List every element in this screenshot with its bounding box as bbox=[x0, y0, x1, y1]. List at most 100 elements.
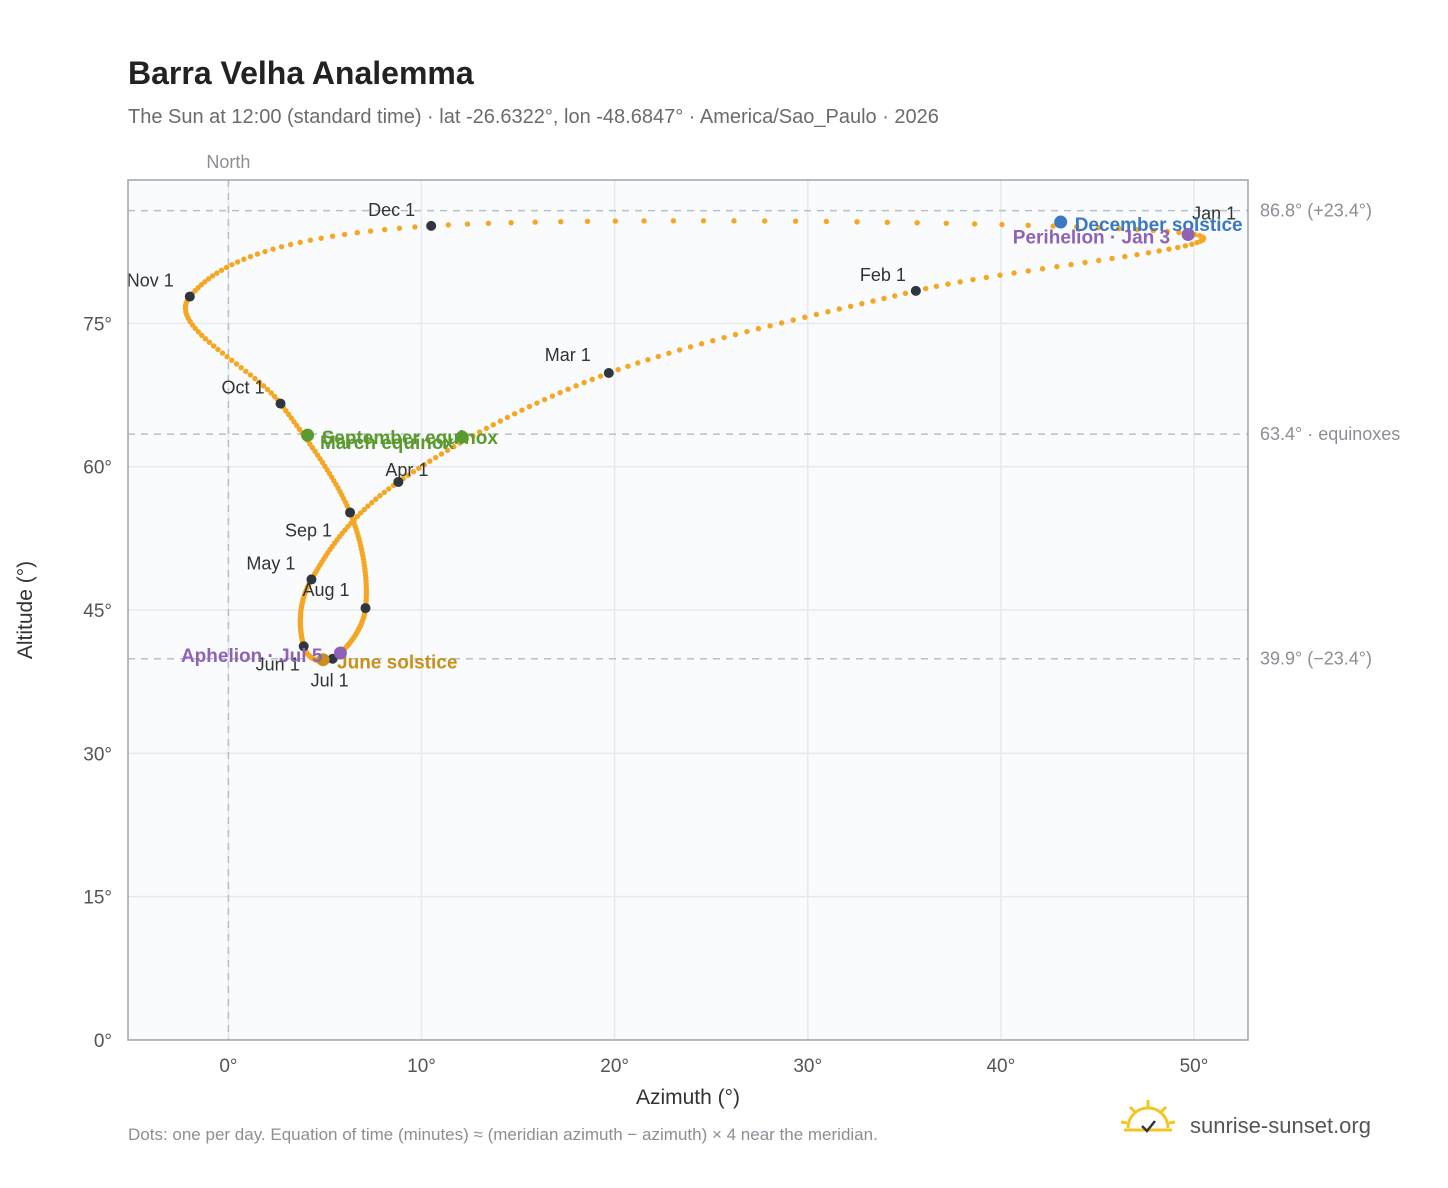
daily-sun-dot bbox=[635, 360, 641, 366]
daily-sun-dot bbox=[1134, 226, 1140, 233]
daily-sun-dot bbox=[262, 248, 268, 255]
month-marker bbox=[184, 291, 195, 302]
daily-sun-dot bbox=[365, 503, 371, 509]
daily-sun-dot bbox=[1175, 244, 1181, 251]
daily-sun-dot bbox=[1025, 268, 1031, 274]
daily-sun-dot bbox=[541, 396, 548, 403]
month-markers: Jan 1 Feb 1 Mar 1 Apr 1 May 1 Jun 1 Jul 1 Aug 1… bbox=[127, 200, 1236, 691]
daily-sun-dot bbox=[445, 222, 452, 228]
daily-sun-dot bbox=[287, 241, 294, 248]
event-label: December solstice bbox=[1075, 215, 1243, 236]
daily-sun-dot bbox=[247, 253, 254, 260]
daily-sun-dot bbox=[983, 274, 989, 281]
event-label: Perihelion · Jan 3 bbox=[1013, 227, 1170, 248]
grid bbox=[128, 180, 1248, 1041]
daily-sun-dot bbox=[199, 332, 205, 338]
daily-sun-dot bbox=[573, 383, 579, 389]
daily-sun-dot bbox=[519, 407, 525, 413]
daily-sun-dot bbox=[209, 273, 216, 279]
daily-sun-dot bbox=[836, 306, 842, 312]
daily-sun-dot bbox=[224, 354, 230, 360]
x-tick-label: 10° bbox=[407, 1056, 436, 1077]
daily-sun-dot bbox=[504, 414, 511, 421]
daily-sun-dot bbox=[1176, 229, 1182, 236]
footnote: Dots: one per day. Equation of time (min… bbox=[128, 1125, 878, 1144]
daily-sun-dot bbox=[534, 400, 540, 406]
daily-sun-dot bbox=[823, 218, 830, 225]
daily-sun-dot bbox=[238, 364, 244, 371]
daily-sun-dot bbox=[581, 379, 587, 386]
daily-sun-dot bbox=[252, 375, 258, 382]
y-tick-label: 75° bbox=[83, 314, 112, 335]
daily-sun-dot bbox=[427, 458, 433, 464]
daily-sun-dot bbox=[381, 226, 388, 233]
daily-sun-dot bbox=[450, 444, 457, 450]
month-label: Apr 1 bbox=[385, 460, 428, 480]
daily-sun-dot bbox=[205, 276, 212, 282]
daily-sun-dot bbox=[859, 300, 865, 307]
daily-sun-dot bbox=[970, 276, 976, 283]
daily-sun-dot bbox=[202, 279, 208, 285]
daily-sun-dot bbox=[373, 496, 379, 502]
daily-sun-dot bbox=[1082, 259, 1088, 266]
daily-sun-dot bbox=[914, 220, 920, 226]
daily-sun-dot bbox=[710, 337, 716, 344]
y-tick-label: 45° bbox=[83, 601, 112, 622]
daily-sun-dot bbox=[210, 343, 217, 349]
daily-sun-dot bbox=[377, 493, 383, 499]
north-reference-label: North bbox=[206, 152, 250, 172]
month-label: Aug 1 bbox=[302, 580, 349, 600]
daily-sun-dot bbox=[557, 389, 563, 396]
month-label: Nov 1 bbox=[127, 271, 174, 291]
month-marker bbox=[603, 368, 614, 379]
event-marker bbox=[1181, 227, 1195, 241]
altitude-reference-label: 39.9° (−23.4°) bbox=[1260, 649, 1372, 669]
daily-sun-dot bbox=[1073, 224, 1080, 230]
daily-sun-dot bbox=[223, 264, 230, 271]
daily-sun-dot bbox=[971, 221, 978, 227]
daily-sun-dot bbox=[270, 246, 276, 252]
daily-sun-dot bbox=[687, 344, 694, 350]
daily-sun-dot bbox=[881, 295, 887, 302]
daily-sun-dot bbox=[721, 334, 727, 341]
daily-sun-dot bbox=[943, 220, 949, 227]
daily-sun-dot bbox=[264, 386, 271, 393]
daily-sun-dot bbox=[1164, 228, 1171, 235]
month-marker bbox=[275, 398, 286, 409]
daily-sun-dot bbox=[318, 235, 324, 241]
daily-sun-dot bbox=[1156, 248, 1162, 254]
daily-sun-dot bbox=[997, 272, 1003, 278]
daily-sun-dot bbox=[195, 329, 202, 335]
event-label: June solstice bbox=[337, 653, 457, 674]
daily-sun-dot bbox=[1054, 263, 1060, 270]
y-tick-label: 60° bbox=[83, 458, 112, 479]
daily-sun-dot bbox=[1134, 251, 1140, 258]
daily-sun-dot bbox=[369, 499, 375, 506]
month-marker bbox=[910, 285, 921, 296]
daily-sun-dot bbox=[358, 510, 364, 516]
daily-sun-dot bbox=[421, 462, 427, 468]
month-label: Jul 1 bbox=[311, 671, 349, 691]
daily-sun-dot bbox=[470, 433, 476, 439]
month-label: May 1 bbox=[246, 553, 295, 573]
daily-sun-dot bbox=[558, 218, 564, 225]
daily-sun-dot bbox=[532, 219, 538, 225]
daily-sun-dot bbox=[1039, 266, 1046, 272]
daily-sun-dot bbox=[922, 285, 929, 292]
daily-sun-dot bbox=[847, 303, 854, 310]
daily-sun-dot bbox=[755, 326, 762, 332]
daily-sun-dot bbox=[744, 328, 750, 335]
month-label: Feb 1 bbox=[860, 265, 906, 285]
x-tick-label: 0° bbox=[219, 1056, 237, 1077]
daily-sun-dot bbox=[790, 317, 796, 323]
event-marker bbox=[316, 653, 330, 667]
chart-title: Barra Velha Analemma bbox=[128, 55, 474, 91]
daily-sun-dot bbox=[1182, 243, 1189, 249]
daily-sun-dot bbox=[202, 336, 209, 342]
daily-sun-dot bbox=[565, 386, 571, 392]
month-label: Jun 1 bbox=[256, 654, 300, 674]
daily-sun-dot bbox=[670, 218, 677, 224]
daily-sun-dot bbox=[870, 298, 876, 304]
daily-sun-dot bbox=[1025, 222, 1031, 229]
